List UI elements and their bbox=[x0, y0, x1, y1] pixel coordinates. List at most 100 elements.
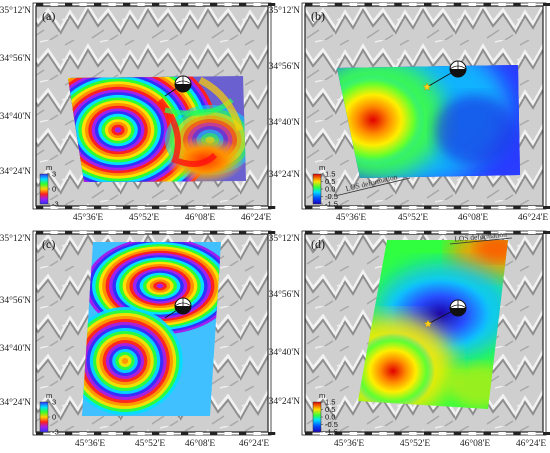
latitude-label: 34°56'N bbox=[0, 53, 31, 64]
tick-segment bbox=[543, 206, 550, 209]
tick-segment bbox=[108, 432, 116, 435]
colorbar-tick-label: 0.0 bbox=[325, 413, 335, 422]
tick-segment bbox=[166, 432, 174, 435]
tick-segment bbox=[409, 206, 417, 209]
panel-a-map bbox=[36, 6, 268, 206]
tick-segment bbox=[438, 3, 447, 6]
tick-segment bbox=[409, 3, 417, 6]
longitude-label: 46°24'E bbox=[518, 212, 549, 223]
tick-segment bbox=[334, 231, 343, 234]
tick-segment bbox=[268, 206, 276, 209]
epicenter-star-icon bbox=[422, 82, 432, 91]
tick-segment bbox=[152, 3, 160, 6]
tick-segment bbox=[349, 231, 358, 234]
colorbar-tick-label: -0.5 bbox=[325, 420, 338, 429]
tick-segment bbox=[268, 3, 276, 6]
focal-mechanism-icon bbox=[449, 299, 467, 317]
tick-segment bbox=[468, 206, 477, 209]
tick-segment bbox=[305, 231, 313, 234]
colorbar-tick-label: -1.5 bbox=[325, 200, 338, 209]
panel-d-overlay: (d) 35°12'N 34°56'N 34°40'N 34°24'N 45°36'E 45… bbox=[269, 229, 550, 449]
los-arrow bbox=[449, 237, 513, 245]
tick-segment bbox=[483, 3, 491, 6]
tick-segment bbox=[239, 231, 247, 234]
latitude-label: 34°40'N bbox=[269, 347, 301, 358]
colorbar-tick-label: 0.5 bbox=[325, 405, 335, 414]
tick-segment bbox=[394, 206, 402, 209]
colorbar-tick-label: 1.5 bbox=[325, 398, 335, 407]
colorbar-tick-label: 0.5 bbox=[325, 177, 335, 186]
tick-segment bbox=[123, 3, 131, 6]
tick-segment bbox=[195, 432, 203, 435]
map-border bbox=[301, 230, 547, 436]
map-border bbox=[301, 2, 547, 210]
tick-segment bbox=[224, 432, 232, 435]
longitude-label: 46°08'E bbox=[185, 438, 216, 449]
tick-segment bbox=[94, 3, 102, 6]
tick-segment bbox=[409, 432, 417, 435]
tick-segment bbox=[65, 3, 73, 6]
tick-segment bbox=[334, 3, 343, 6]
tick-segment bbox=[224, 3, 232, 6]
tick-segment bbox=[224, 231, 232, 234]
tick-segment bbox=[453, 206, 462, 209]
tick-segment bbox=[166, 231, 174, 234]
tick-segment bbox=[319, 206, 328, 209]
tick-segment bbox=[498, 231, 506, 234]
panel-c-overlay: (c) 35°12'N 34°56'N 34°40'N 34°24'N 45°36'E 45… bbox=[0, 230, 276, 449]
tick-segment bbox=[79, 432, 87, 435]
tick-segment bbox=[239, 206, 247, 209]
panel-a bbox=[0, 0, 275, 226]
colorbar-unit: m bbox=[319, 391, 325, 400]
colorbar-tick-label: -0.5 bbox=[325, 192, 338, 201]
tick-segment bbox=[123, 206, 131, 209]
tick-segment bbox=[379, 3, 387, 6]
panel-letter: (a) bbox=[42, 9, 55, 23]
tick-segment bbox=[305, 206, 313, 209]
map-border bbox=[32, 2, 272, 210]
tick-segment bbox=[334, 432, 343, 435]
map-frame bbox=[304, 5, 544, 207]
tick-segment bbox=[483, 231, 491, 234]
longitude-label: 45°52'E bbox=[135, 438, 166, 449]
longitude-label: 45°36'E bbox=[75, 438, 106, 449]
tick-segment bbox=[79, 3, 87, 6]
tick-segment bbox=[513, 3, 521, 6]
tick-segment bbox=[268, 432, 276, 435]
tick-segment bbox=[498, 3, 506, 6]
tick-segment bbox=[166, 206, 174, 209]
colorbar-scale bbox=[39, 173, 49, 205]
tick-segment bbox=[181, 231, 189, 234]
tick-segment bbox=[498, 432, 506, 435]
tick-segment bbox=[364, 3, 372, 6]
tick-segment bbox=[123, 432, 131, 435]
tick-segment bbox=[195, 231, 203, 234]
longitude-label: 46°08'E bbox=[460, 438, 491, 449]
tick-segment bbox=[239, 432, 247, 435]
colorbar: m1.50.50.0-0.5-1.5 bbox=[312, 163, 338, 209]
tick-segment bbox=[253, 206, 261, 209]
tick-segment bbox=[483, 432, 491, 435]
panel-letter: (c) bbox=[42, 237, 55, 251]
tick-segment bbox=[210, 206, 218, 209]
focal-mechanism-icon bbox=[174, 297, 192, 315]
tick-segment bbox=[65, 432, 73, 435]
tick-segment bbox=[424, 231, 432, 234]
tick-segment bbox=[224, 206, 232, 209]
tick-segment bbox=[253, 231, 261, 234]
tick-segment bbox=[319, 3, 328, 6]
focal-mechanism-icon bbox=[449, 60, 467, 78]
tick-segment bbox=[166, 3, 174, 6]
tick-segment bbox=[210, 231, 218, 234]
los-arrow bbox=[334, 177, 411, 197]
colorbar-tick-label: -3 bbox=[52, 200, 59, 209]
focal-mechanism-icon bbox=[174, 75, 192, 93]
tick-segment bbox=[468, 231, 477, 234]
tick-segment bbox=[137, 432, 145, 435]
tick-segment bbox=[181, 3, 189, 6]
latitude-label: 34°40'N bbox=[269, 117, 301, 128]
tick-segment bbox=[528, 206, 536, 209]
tick-segment bbox=[195, 206, 203, 209]
tick-segment bbox=[36, 231, 44, 234]
tick-segment bbox=[498, 206, 506, 209]
